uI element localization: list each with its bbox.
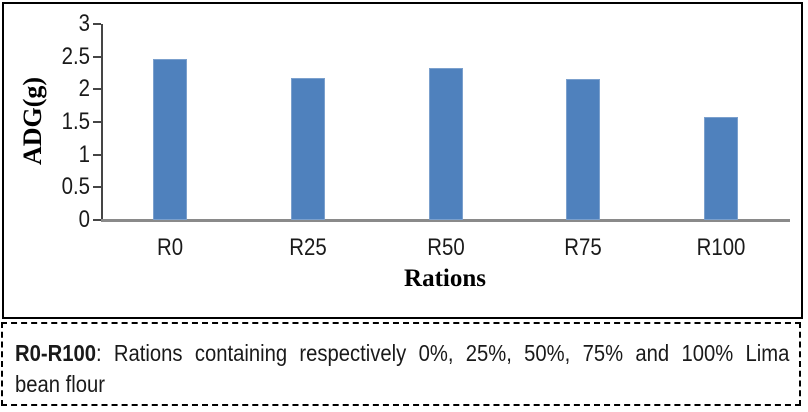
- bar-R25: [290, 77, 325, 220]
- bar-R75: [566, 78, 601, 220]
- x-category-label: R100: [696, 234, 746, 261]
- x-category-label: R50: [426, 234, 465, 261]
- caption-line1-rest: : Rations containing respectively 0%, 25…: [96, 340, 790, 366]
- bar-R0: [152, 58, 187, 220]
- y-tick: [93, 121, 101, 123]
- y-tick: [93, 219, 101, 221]
- x-axis-line: [101, 219, 790, 222]
- y-axis-title: ADG(g): [18, 76, 47, 166]
- y-tick: [93, 186, 101, 189]
- y-tick: [93, 88, 101, 91]
- y-tick: [93, 153, 101, 156]
- chart-panel: 0 0.5 1 1.5 2 2.5 3 R0 R25 R50 R75 R100 ADG(g) Rati…: [2, 2, 803, 319]
- y-tick: [93, 23, 101, 25]
- y-tick: [93, 55, 101, 58]
- x-category-label: R0: [156, 234, 183, 261]
- y-tick-label: 2.5: [61, 42, 90, 70]
- bar-R50: [428, 67, 463, 220]
- x-category-label: R25: [288, 234, 327, 261]
- plot-area: 0 0.5 1 1.5 2 2.5 3 R0 R25 R50 R75 R100: [4, 4, 801, 317]
- y-tick-label: 3: [78, 10, 90, 37]
- caption-line-1: R0-R100: Rations containing respectively…: [15, 338, 789, 369]
- y-tick-label: 0.5: [61, 173, 90, 201]
- caption-line-2: bean flour: [15, 371, 106, 397]
- y-tick-label: 1.5: [61, 108, 90, 135]
- y-tick-label: 1: [78, 140, 90, 168]
- y-tick-label: 2: [78, 75, 90, 103]
- caption-text: R0-R100: Rations containing respectively…: [15, 338, 789, 400]
- x-axis-title: Rations: [404, 265, 486, 292]
- figure-caption: R0-R100: Rations containing respectively…: [1, 322, 801, 406]
- caption-term: R0-R100: [15, 340, 97, 366]
- y-tick-label: 0: [78, 206, 90, 233]
- y-axis-line: [101, 24, 103, 222]
- x-category-label: R75: [564, 234, 603, 261]
- bar-R100: [704, 116, 739, 220]
